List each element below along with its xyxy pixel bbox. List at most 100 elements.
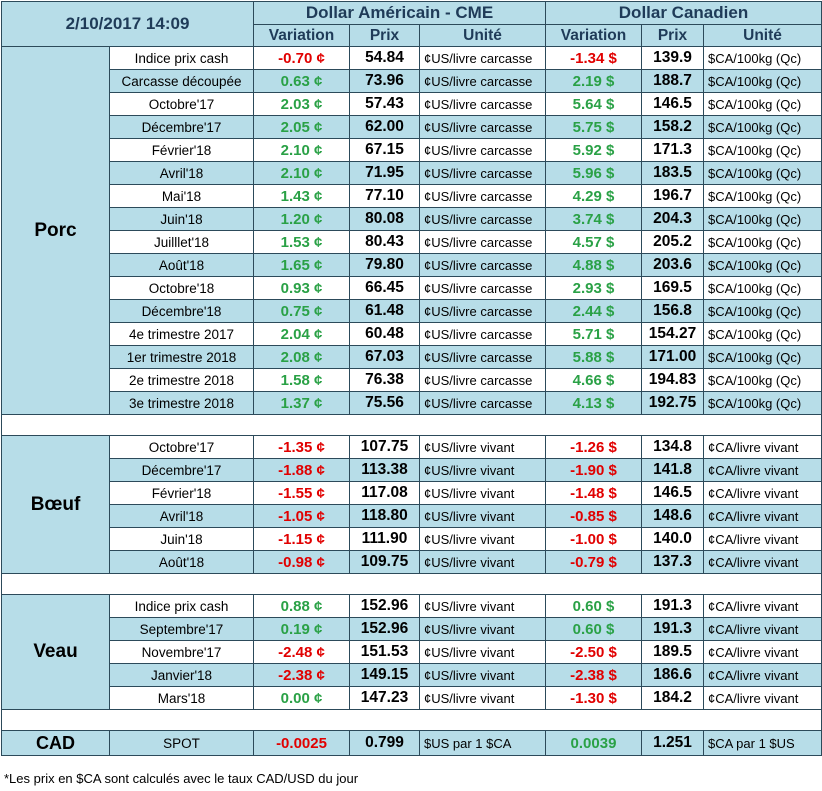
usd-variation: 0.75 ¢	[253, 299, 350, 323]
cad-variation: 5.71 $	[545, 322, 642, 346]
cad-unit: $CA par 1 $US	[703, 730, 822, 756]
usd-unit: ¢US/livre carcasse	[419, 368, 546, 392]
category-porc: Porc	[1, 46, 110, 415]
usd-price: 57.43	[349, 92, 420, 116]
footnote: *Les prix en $CA sont calculés avec le t…	[4, 771, 359, 786]
usd-variation: -0.70 ¢	[253, 46, 350, 70]
row-label: Juin'18	[109, 207, 254, 231]
usd-price: 67.03	[349, 345, 420, 369]
cad-variation: 4.57 $	[545, 230, 642, 254]
row-label: 1er trimestre 2018	[109, 345, 254, 369]
usd-variation: 0.63 ¢	[253, 69, 350, 93]
cad-unit: ¢CA/livre vivant	[703, 594, 822, 618]
usd-variation: -1.05 ¢	[253, 504, 350, 528]
usd-section-title: Dollar Américain - CME	[253, 1, 546, 25]
row-label: Décembre'17	[109, 115, 254, 139]
cad-price: 146.5	[641, 92, 704, 116]
row-label: Septembre'17	[109, 617, 254, 641]
table-row: Octobre'18 0.93 ¢ 66.45 ¢US/livre carcasse 2…	[2, 276, 822, 300]
cad-variation: 2.93 $	[545, 276, 642, 300]
cad-variation: 4.13 $	[545, 391, 642, 415]
cad-price: 194.83	[641, 368, 704, 392]
category-cad: CAD	[1, 730, 110, 756]
row-label: Février'18	[109, 138, 254, 162]
usd-price: 149.15	[349, 663, 420, 687]
row-label: Août'18	[109, 550, 254, 574]
cad-variation: 3.74 $	[545, 207, 642, 231]
row-label: Mars'18	[109, 686, 254, 710]
cad-unit: ¢CA/livre vivant	[703, 504, 822, 528]
report-date: 2/10/2017 14:09	[1, 1, 254, 47]
cad-variation: 2.19 $	[545, 69, 642, 93]
usd-variation: 0.19 ¢	[253, 617, 350, 641]
col-header-usd-prix: Prix	[349, 24, 420, 47]
cad-unit: $CA/100kg (Qc)	[703, 368, 822, 392]
table-row: Juin'18 -1.15 ¢ 111.90 ¢US/livre vivant -1.0…	[2, 527, 822, 551]
usd-unit: ¢US/livre carcasse	[419, 345, 546, 369]
usd-unit: ¢US/livre carcasse	[419, 253, 546, 277]
row-label: Indice prix cash	[109, 46, 254, 70]
usd-unit: ¢US/livre carcasse	[419, 276, 546, 300]
cad-variation: 0.0039	[545, 730, 642, 756]
usd-unit: ¢US/livre vivant	[419, 481, 546, 505]
usd-variation: 2.05 ¢	[253, 115, 350, 139]
cad-price: 156.8	[641, 299, 704, 323]
category-boeuf: Bœuf	[1, 435, 110, 574]
usd-unit: ¢US/livre carcasse	[419, 207, 546, 231]
row-label: Indice prix cash	[109, 594, 254, 618]
cad-unit: $CA/100kg (Qc)	[703, 92, 822, 116]
cad-unit: ¢CA/livre vivant	[703, 550, 822, 574]
cad-unit: ¢CA/livre vivant	[703, 686, 822, 710]
cad-price: 186.6	[641, 663, 704, 687]
usd-price: 73.96	[349, 69, 420, 93]
cad-price: 134.8	[641, 435, 704, 459]
cad-variation: 0.60 $	[545, 617, 642, 641]
cad-unit: $CA/100kg (Qc)	[703, 69, 822, 93]
table-row: Août'18 -0.98 ¢ 109.75 ¢US/livre vivant -0.7…	[2, 550, 822, 574]
cad-price: 191.3	[641, 594, 704, 618]
cad-unit: $CA/100kg (Qc)	[703, 322, 822, 346]
cad-price: 189.5	[641, 640, 704, 664]
usd-unit: $US par 1 $CA	[419, 730, 546, 756]
usd-unit: ¢US/livre vivant	[419, 686, 546, 710]
row-label: Avril'18	[109, 504, 254, 528]
cad-variation: -1.30 $	[545, 686, 642, 710]
usd-unit: ¢US/livre carcasse	[419, 230, 546, 254]
cad-price: 204.3	[641, 207, 704, 231]
cad-price: 196.7	[641, 184, 704, 208]
cad-unit: ¢CA/livre vivant	[703, 458, 822, 482]
usd-price: 79.80	[349, 253, 420, 277]
usd-variation: 2.04 ¢	[253, 322, 350, 346]
row-label: Décembre'17	[109, 458, 254, 482]
row-label: Octobre'17	[109, 92, 254, 116]
cad-price: 171.00	[641, 345, 704, 369]
col-header-cad-variation: Variation	[545, 24, 642, 47]
row-label: Février'18	[109, 481, 254, 505]
usd-unit: ¢US/livre vivant	[419, 550, 546, 574]
cad-unit: ¢CA/livre vivant	[703, 663, 822, 687]
cad-variation: 4.29 $	[545, 184, 642, 208]
table-row: Novembre'17 -2.48 ¢ 151.53 ¢US/livre vivant…	[2, 640, 822, 664]
usd-variation: -0.98 ¢	[253, 550, 350, 574]
usd-variation: 1.53 ¢	[253, 230, 350, 254]
table-row: Porc Indice prix cash -0.70 ¢ 54.84 ¢US/livr…	[1, 46, 822, 415]
col-header-cad-unite: Unité	[703, 24, 822, 47]
cad-unit: $CA/100kg (Qc)	[703, 46, 822, 70]
cad-variation: -1.34 $	[545, 46, 642, 70]
price-table: 2/10/2017 14:09 Dollar Américain - CME D…	[1, 1, 822, 756]
usd-variation: -2.48 ¢	[253, 640, 350, 664]
cad-price: 148.6	[641, 504, 704, 528]
cad-variation: -0.85 $	[545, 504, 642, 528]
cad-variation: 4.88 $	[545, 253, 642, 277]
cad-price: 139.9	[641, 46, 704, 70]
usd-variation: -2.38 ¢	[253, 663, 350, 687]
row-label: Novembre'17	[109, 640, 254, 664]
table-row: Bœuf Octobre'17 -1.35 ¢ 107.75 ¢US/livre viv…	[1, 435, 822, 574]
cad-section-title: Dollar Canadien	[545, 1, 822, 25]
row-label: Avril'18	[109, 161, 254, 185]
cad-variation: 5.64 $	[545, 92, 642, 116]
table-row: 3e trimestre 2018 1.37 ¢ 75.56 ¢US/livre ca…	[2, 391, 822, 415]
usd-price: 80.08	[349, 207, 420, 231]
usd-unit: ¢US/livre carcasse	[419, 92, 546, 116]
usd-price: 107.75	[349, 435, 420, 459]
